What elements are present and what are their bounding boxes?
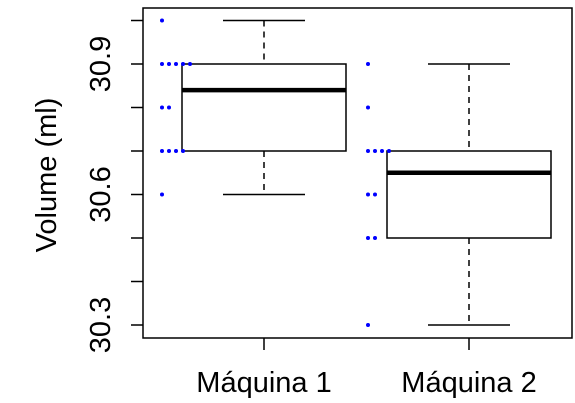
y-axis-title: Volume (ml) bbox=[31, 98, 63, 253]
plot-area-frame bbox=[142, 7, 573, 339]
x-tick-label: Máquina 1 bbox=[196, 367, 331, 399]
x-axis: Máquina 1 Máquina 2 bbox=[196, 338, 537, 399]
boxes-layer bbox=[181, 19, 552, 326]
data-point bbox=[160, 105, 164, 110]
data-point bbox=[160, 192, 164, 197]
data-point bbox=[366, 105, 370, 110]
data-point bbox=[366, 236, 370, 240]
data-point bbox=[373, 149, 377, 153]
y-tick-label: 30.9 bbox=[85, 36, 117, 92]
box-2 bbox=[386, 63, 552, 326]
data-point bbox=[366, 149, 370, 153]
data-point bbox=[167, 62, 171, 66]
data-point bbox=[167, 105, 171, 110]
data-point bbox=[380, 149, 384, 153]
data-point bbox=[188, 62, 192, 66]
data-point bbox=[160, 18, 164, 23]
data-point bbox=[366, 323, 370, 327]
data-point bbox=[160, 149, 164, 153]
y-axis: 30.3 30.6 30.9 bbox=[85, 19, 143, 353]
data-point bbox=[373, 192, 377, 197]
data-point bbox=[174, 149, 178, 153]
data-point bbox=[373, 236, 377, 240]
y-tick-label: 30.6 bbox=[85, 166, 117, 222]
data-point bbox=[387, 149, 391, 153]
iqr-box bbox=[386, 150, 552, 239]
data-point bbox=[181, 62, 185, 66]
iqr-box bbox=[181, 63, 347, 152]
data-point bbox=[366, 62, 370, 66]
data-point bbox=[174, 62, 178, 66]
data-point bbox=[160, 62, 164, 66]
data-point bbox=[181, 149, 185, 153]
points-layer bbox=[160, 18, 391, 327]
data-point bbox=[167, 149, 171, 153]
box-1 bbox=[181, 19, 347, 196]
y-tick-label: 30.3 bbox=[85, 297, 117, 353]
data-point bbox=[366, 192, 370, 197]
x-tick-label: Máquina 2 bbox=[401, 367, 536, 399]
